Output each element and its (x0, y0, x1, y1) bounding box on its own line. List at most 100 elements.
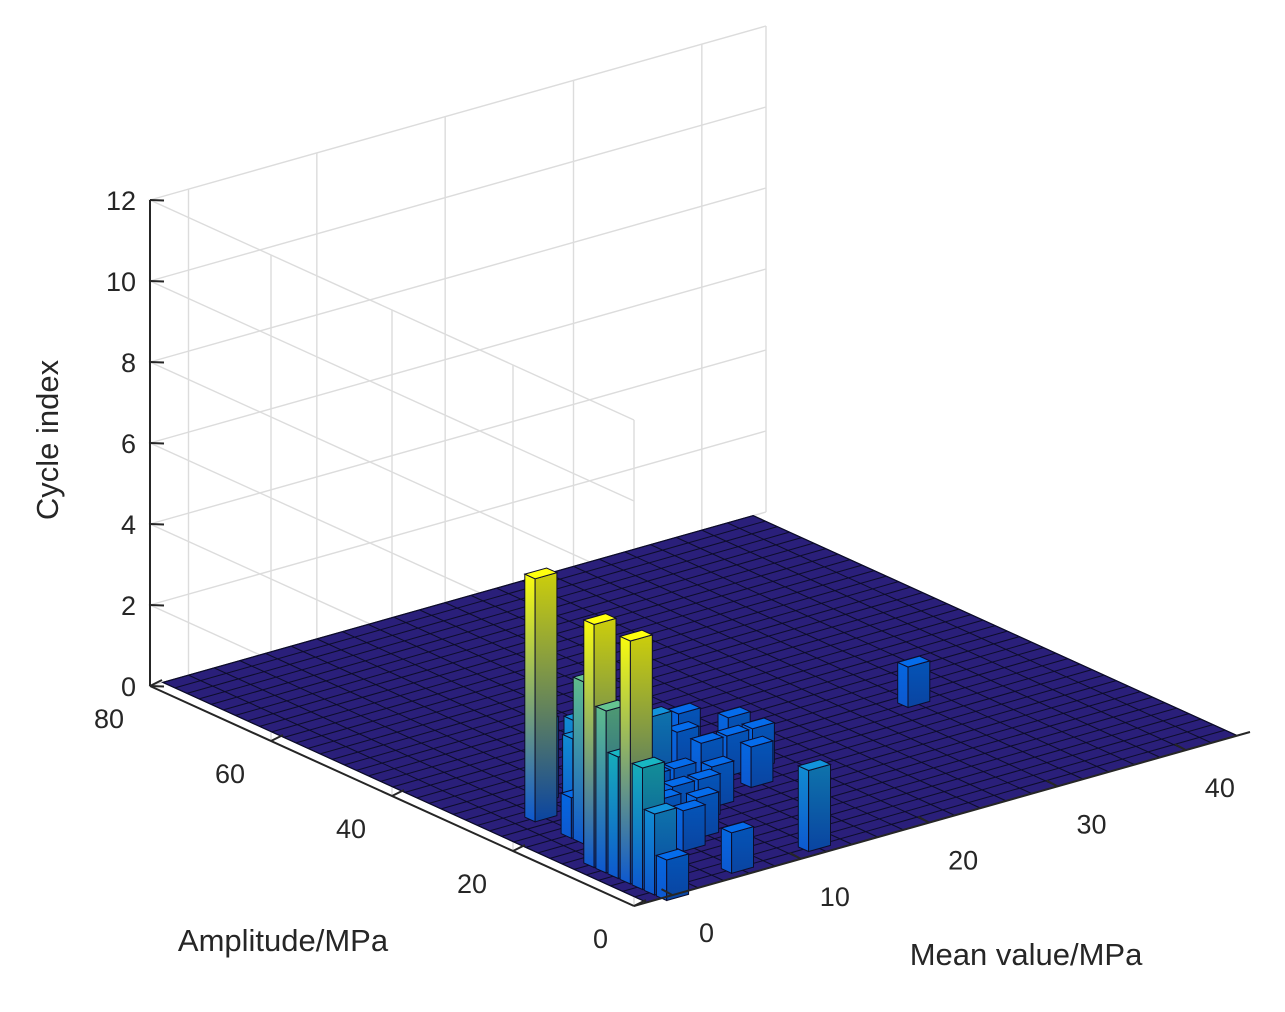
y-tick-label: 40 (336, 814, 366, 844)
z-tick-label: 10 (106, 267, 136, 297)
z-tick (149, 442, 165, 445)
bars (523, 567, 932, 902)
y-tick-label: 60 (215, 759, 245, 789)
bar-face-left (619, 635, 631, 885)
y-tick-label: 0 (593, 924, 608, 954)
bar-face-top (896, 655, 932, 668)
bar-face-top (686, 768, 722, 781)
bar-face-top (716, 706, 752, 719)
bar-face-top (642, 802, 678, 815)
bar-face-left (897, 661, 909, 709)
y-tick-label: 80 (94, 704, 124, 734)
bar-face-left (607, 751, 619, 880)
z-axis-label: Cycle index (30, 359, 65, 520)
bar-face-right (907, 660, 931, 709)
floor-line-y (186, 526, 778, 694)
x-axis-label: Mean value/MPa (910, 937, 1143, 972)
bar-face-left (740, 741, 752, 789)
x-tick-label: 40 (1205, 773, 1235, 803)
bar-face-top (740, 717, 776, 730)
bar-face-left (643, 808, 656, 896)
bar-face-top (618, 629, 654, 642)
x-tick (1174, 743, 1187, 752)
x-tick-label: 10 (820, 882, 850, 912)
bar-face-top (523, 567, 559, 580)
floor-line-y (598, 713, 1189, 881)
bar-face-right (808, 763, 831, 853)
floor-line-y (223, 542, 814, 711)
floor-line-y (211, 537, 802, 705)
z-tick (149, 361, 165, 364)
bar-face-top (660, 775, 696, 788)
z-tick (149, 199, 165, 202)
floor-line-y (174, 520, 766, 689)
x-tick (917, 815, 930, 824)
bar-face-top (654, 848, 691, 861)
bar-face-right (750, 740, 774, 789)
bar-32-28 (896, 655, 932, 709)
axes (149, 199, 1251, 907)
x-tick-label: 0 (699, 918, 714, 948)
z-tick-label: 4 (121, 510, 136, 540)
bar-12-2 (796, 759, 832, 853)
bar-6-2 (719, 821, 755, 875)
bar-face-top (739, 735, 775, 748)
bar-6-10 (671, 799, 707, 853)
gridline-z (147, 187, 767, 583)
bar-face-left (524, 573, 536, 823)
x-tick (789, 851, 802, 860)
z-tick-label: 0 (121, 672, 136, 702)
floor-line-y (283, 570, 875, 738)
bar-face-left (595, 705, 607, 874)
z-tick-label: 12 (106, 186, 136, 216)
bar-face-top (719, 821, 755, 834)
bar-face-top (630, 756, 666, 769)
bar-face-left (560, 792, 572, 840)
y-tick (149, 679, 163, 687)
bar-0-0 (654, 848, 691, 902)
x-tick-label: 20 (948, 846, 978, 876)
floor-line-y (271, 564, 863, 733)
floor-line-y (368, 608, 960, 777)
bar-face-left (655, 854, 668, 902)
y-tick (270, 734, 284, 742)
bar-face-top (662, 757, 698, 770)
bar-face-top (582, 613, 618, 626)
bar-face-top (715, 724, 751, 737)
bar-face-right (682, 803, 706, 852)
y-tick (391, 789, 405, 797)
x-tick (1046, 779, 1058, 788)
bar-16-20 (739, 735, 775, 789)
bar-face-left (583, 619, 595, 869)
y-tick (633, 899, 647, 907)
gridline-z (147, 106, 767, 502)
floor-line-y (380, 614, 972, 782)
bar-face-top (685, 786, 721, 799)
floor-line-y (610, 718, 1202, 887)
x-axis-line (633, 731, 1251, 907)
bar-face-left (572, 676, 584, 845)
bar-face-left (797, 765, 810, 853)
x-tick (661, 888, 673, 897)
y-tick-label: 20 (457, 869, 487, 899)
z-tick-label: 2 (121, 591, 136, 621)
y-axis-label: Amplitude/MPa (178, 923, 389, 958)
bar-face-top (689, 731, 725, 744)
bar-face-top (700, 755, 736, 768)
z-tick (149, 523, 165, 526)
z-tick (149, 280, 165, 283)
bar-face-right (731, 825, 754, 874)
floor-line-x (162, 681, 648, 903)
z-tick-label: 6 (121, 429, 136, 459)
floor-line-y (198, 531, 790, 700)
bar-2-26 (523, 567, 559, 823)
bar-face-left (720, 827, 733, 875)
floor-line-y (162, 515, 754, 683)
z-tick-label: 8 (121, 348, 136, 378)
gridline-z (147, 25, 767, 421)
z-tick (149, 604, 165, 607)
y-tick (512, 844, 526, 852)
z-tick (149, 685, 165, 688)
